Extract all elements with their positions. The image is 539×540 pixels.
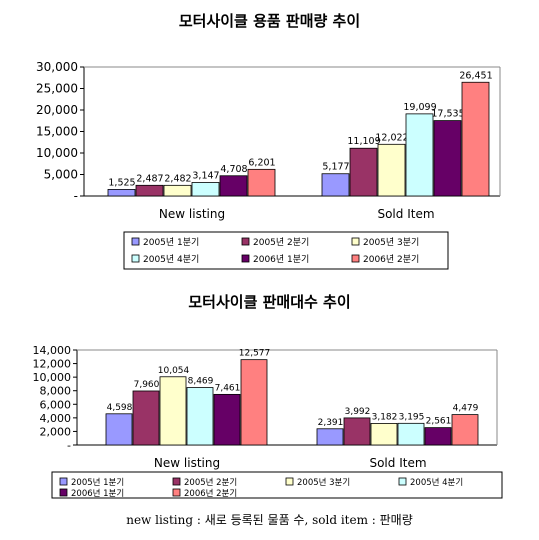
legend-swatch (172, 477, 181, 486)
bar (240, 359, 268, 446)
bar-value-label: 26,451 (459, 70, 492, 81)
bar (135, 184, 164, 197)
bar-value-label: 8,469 (188, 377, 214, 387)
y-tick-label: - (74, 189, 78, 203)
x-category-label: Sold Item (377, 207, 434, 221)
y-tick-label: 12,000 (33, 358, 72, 371)
legend-label: 2006년 2분기 (184, 488, 237, 499)
legend-box (123, 231, 449, 270)
legend-swatch (241, 254, 250, 263)
y-tick-label: 4,000 (40, 412, 72, 425)
bar-value-label: 2,482 (164, 173, 191, 184)
bar-value-label: 3,195 (399, 412, 425, 422)
bar (461, 81, 490, 197)
legend-swatch (172, 488, 181, 497)
bar (132, 390, 160, 446)
legend-label: 2005년 1분기 (143, 237, 199, 248)
bar-value-label: 2,561 (426, 417, 452, 427)
y-tick-label: 5,000 (44, 168, 78, 182)
legend-swatch (131, 254, 140, 263)
y-tick-label: 2,000 (40, 425, 72, 438)
bar-value-label: 4,708 (220, 164, 247, 175)
bar-value-label: 7,960 (134, 380, 160, 390)
legend-swatch (398, 477, 407, 486)
chart-1-title: 모터사이클 용품 판매량 추이 (178, 12, 361, 30)
bar-value-label: 3,182 (372, 412, 398, 422)
legend-swatch (351, 254, 360, 263)
bar (186, 387, 214, 446)
bar (349, 147, 378, 197)
bar (105, 413, 133, 446)
bar (247, 168, 276, 197)
legend-label: 2005년 1분기 (71, 477, 124, 488)
bar (405, 113, 434, 197)
chart-1-bar-chart: - 5,000 10,000 15,000 20,000 25,000 30,000 1,52… (36, 60, 501, 270)
y-tick-label: 10,000 (33, 371, 72, 384)
bar (377, 143, 406, 197)
y-tick-label: 15,000 (36, 125, 78, 139)
bar-value-label: 11,109 (347, 136, 380, 147)
legend-swatch (59, 488, 68, 497)
bar-value-label: 7,461 (215, 383, 241, 393)
bar (316, 428, 344, 446)
x-category-label: New listing (159, 207, 225, 221)
bar (424, 427, 452, 446)
x-category-label: Sold Item (369, 456, 426, 470)
legend-swatch (131, 237, 140, 246)
bar (451, 414, 479, 446)
bar (321, 173, 350, 197)
bar (397, 422, 425, 446)
legend-box (51, 471, 503, 499)
legend-swatch (351, 237, 360, 246)
y-tick-label: - (67, 439, 71, 452)
y-tick-label: 20,000 (36, 103, 78, 117)
bar-value-label: 19,099 (403, 102, 436, 113)
bar (107, 189, 136, 197)
legend-label: 2005년 3분기 (363, 237, 419, 248)
legend-swatch (59, 477, 68, 486)
bar (163, 184, 192, 197)
bar (370, 423, 398, 446)
legend-label: 2005년 4분기 (410, 477, 463, 488)
y-tick-label: 25,000 (36, 82, 78, 96)
legend-swatch (285, 477, 294, 486)
legend-label: 2005년 2분기 (253, 237, 309, 248)
x-category-label: New listing (154, 456, 220, 470)
bar (159, 376, 187, 446)
legend-label: 2005년 3분기 (297, 477, 350, 488)
bar-value-label: 2,391 (318, 418, 344, 428)
bar-value-label: 12,577 (239, 349, 271, 359)
bar-value-label: 6,201 (248, 157, 275, 168)
bar (343, 417, 371, 446)
y-tick-label: 14,000 (33, 344, 72, 357)
bar (433, 120, 462, 197)
bar-value-label: 12,022 (375, 132, 408, 143)
legend-label: 2006년 1분기 (253, 254, 309, 265)
y-tick-label: 30,000 (36, 60, 78, 74)
chart-2-title: 모터사이클 판매대수 추이 (188, 293, 351, 311)
bar (191, 182, 220, 197)
legend-label: 2006년 1분기 (71, 488, 124, 499)
legend-label: 2005년 2분기 (184, 477, 237, 488)
bar (219, 175, 248, 197)
y-tick-label: 6,000 (40, 398, 72, 411)
y-tick-label: 8,000 (40, 385, 72, 398)
bar-value-label: 3,992 (345, 407, 371, 417)
bar-value-label: 1,525 (108, 177, 135, 188)
footnote: new listing : 새로 등록된 물품 수, sold item : 판… (126, 513, 413, 527)
bar-value-label: 10,054 (158, 366, 190, 376)
bar-value-label: 5,177 (322, 162, 349, 173)
bar-value-label: 4,598 (107, 403, 133, 413)
legend-swatch (241, 237, 250, 246)
legend-label: 2005년 4분기 (143, 254, 199, 265)
y-tick-label: 10,000 (36, 146, 78, 160)
bar-value-label: 4,479 (453, 404, 479, 414)
bar-value-label: 3,147 (192, 170, 219, 181)
legend-label: 2006년 2분기 (363, 254, 419, 265)
bar (213, 393, 241, 446)
bar-value-label: 2,487 (136, 173, 163, 184)
bar-value-label: 17,535 (431, 109, 464, 120)
